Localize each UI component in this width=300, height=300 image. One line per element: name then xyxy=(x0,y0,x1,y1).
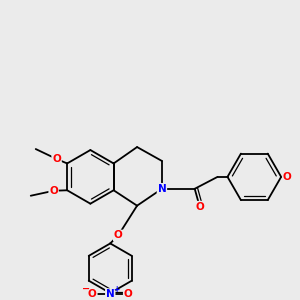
Text: N: N xyxy=(106,289,115,299)
Text: O: O xyxy=(195,202,204,212)
Text: −: − xyxy=(82,284,91,294)
Text: O: O xyxy=(124,289,133,299)
Text: +: + xyxy=(113,285,119,294)
Text: O: O xyxy=(114,230,123,241)
Text: O: O xyxy=(52,154,61,164)
Text: O: O xyxy=(283,172,292,182)
Text: N: N xyxy=(158,184,166,194)
Text: O: O xyxy=(88,289,97,299)
Text: O: O xyxy=(49,186,58,196)
